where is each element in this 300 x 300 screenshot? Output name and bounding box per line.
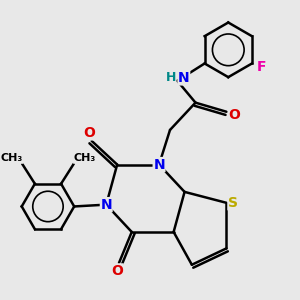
Text: O: O [83,126,95,140]
Text: H: H [166,71,176,84]
Text: N: N [153,158,165,172]
Text: O: O [229,108,240,122]
Text: N: N [178,71,190,85]
Text: F: F [256,60,266,74]
Text: S: S [228,196,238,210]
Text: O: O [111,264,123,278]
Text: CH₃: CH₃ [1,153,23,163]
Text: CH₃: CH₃ [74,153,96,163]
Text: N: N [100,198,112,212]
